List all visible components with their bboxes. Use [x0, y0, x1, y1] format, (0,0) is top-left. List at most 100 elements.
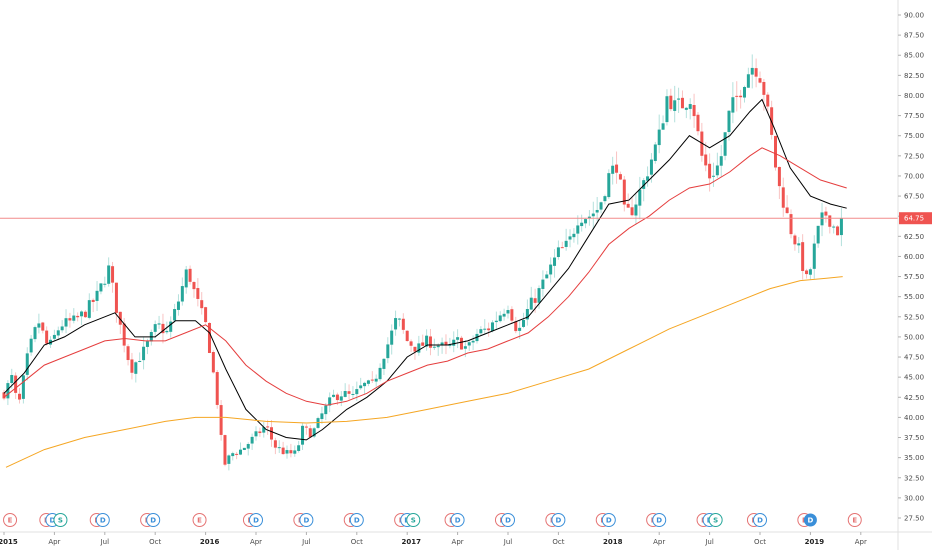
earnings-badge[interactable]: E — [847, 513, 862, 527]
earnings-badge[interactable]: E — [192, 513, 207, 527]
candle — [832, 224, 836, 234]
candle-body — [103, 283, 107, 285]
dividend-badge[interactable]: D — [249, 513, 263, 527]
candle — [498, 311, 502, 323]
candle — [134, 361, 138, 383]
candle — [525, 299, 529, 326]
candle — [432, 338, 436, 351]
candle-body — [444, 341, 448, 345]
dividend-badge[interactable]: D — [551, 513, 566, 527]
badge-circle — [551, 513, 566, 527]
candle-body — [719, 156, 723, 166]
candle — [277, 440, 281, 453]
candle — [390, 324, 394, 355]
candle — [696, 112, 700, 136]
candle — [18, 388, 22, 404]
candle-body — [41, 322, 45, 331]
dividend-badge[interactable]: D — [146, 513, 161, 527]
candle — [688, 98, 692, 120]
split-badge[interactable]: S — [406, 513, 421, 527]
candle — [444, 334, 448, 355]
candle-body — [227, 455, 231, 464]
candle — [715, 152, 719, 178]
candle-body — [634, 204, 638, 216]
dividend-badge[interactable]: D — [753, 513, 767, 527]
badge-circle — [3, 513, 18, 527]
candle-body — [820, 212, 824, 226]
candle — [580, 214, 584, 232]
y-tick-label: 67.50 — [904, 193, 924, 201]
y-axis[interactable]: 90.00 87.50 85.00 82.50 80.00 77.50 75.00 72.50… — [897, 0, 932, 550]
candle-body — [301, 425, 305, 445]
candle-body — [242, 447, 246, 450]
candle — [545, 270, 549, 279]
dividend-badge[interactable]: D — [601, 513, 616, 527]
candle — [758, 71, 762, 84]
candle — [37, 313, 41, 334]
candle-body — [45, 330, 49, 344]
candle — [777, 166, 781, 200]
candle-body — [560, 247, 564, 249]
candle-body — [394, 318, 398, 330]
split-badge[interactable]: S — [708, 513, 723, 527]
candle — [638, 176, 642, 220]
candle-body — [122, 323, 126, 346]
candle — [537, 285, 541, 309]
candle-body — [638, 189, 642, 206]
dividend-badge[interactable]: D — [349, 513, 364, 527]
dividend-badge[interactable]: D — [501, 513, 515, 527]
candle — [812, 235, 816, 279]
candle-body — [374, 378, 378, 382]
candles-layer — [2, 54, 843, 471]
badge-circle — [192, 513, 207, 527]
split-badge[interactable]: S — [53, 513, 68, 527]
candle — [60, 320, 64, 333]
candle-body — [2, 392, 6, 399]
x-tick-label: Apr — [653, 538, 665, 546]
dividend-badge[interactable]: D — [299, 513, 314, 527]
dividend-badge[interactable]: D — [450, 513, 465, 527]
candle — [727, 110, 731, 141]
candle-body — [564, 240, 568, 247]
candle-body — [514, 321, 518, 332]
candle-body — [200, 300, 204, 309]
candle — [708, 153, 712, 192]
dividend-badge[interactable]: D — [652, 513, 667, 527]
candle — [762, 78, 766, 111]
candle — [522, 312, 526, 329]
candle-body — [118, 311, 122, 325]
candle-body — [746, 74, 750, 88]
candle — [746, 67, 750, 88]
candle-body — [223, 435, 227, 465]
candle-body — [677, 98, 681, 100]
candle-body — [452, 339, 456, 346]
candle — [142, 337, 146, 370]
candle — [421, 334, 425, 346]
candle — [711, 162, 715, 187]
candle-body — [142, 346, 146, 361]
candle — [169, 316, 173, 338]
earnings-badge[interactable]: E — [3, 513, 18, 527]
candle-body — [696, 114, 700, 132]
candle-body — [254, 431, 258, 437]
candle-body — [207, 322, 211, 353]
candle-body — [832, 226, 836, 228]
dividend-badge[interactable]: D — [803, 513, 817, 527]
candle-body — [533, 298, 537, 303]
candle — [211, 350, 215, 374]
candle — [801, 234, 805, 280]
x-axis[interactable]: 2015 Apr Jul Oct 2016 Apr Jul Oct 2017 Apr Jul Oct 2… — [0, 531, 932, 546]
badge-letter: D — [505, 517, 511, 525]
badge-circle — [803, 513, 817, 527]
x-tick-label: Apr — [452, 538, 464, 546]
candle — [397, 317, 401, 327]
candle — [21, 374, 25, 404]
candle — [471, 335, 475, 350]
dividend-badge[interactable]: D — [95, 513, 110, 527]
candle-body — [808, 269, 812, 275]
candle-body — [231, 453, 235, 457]
candle — [781, 177, 785, 217]
candle — [665, 89, 669, 126]
